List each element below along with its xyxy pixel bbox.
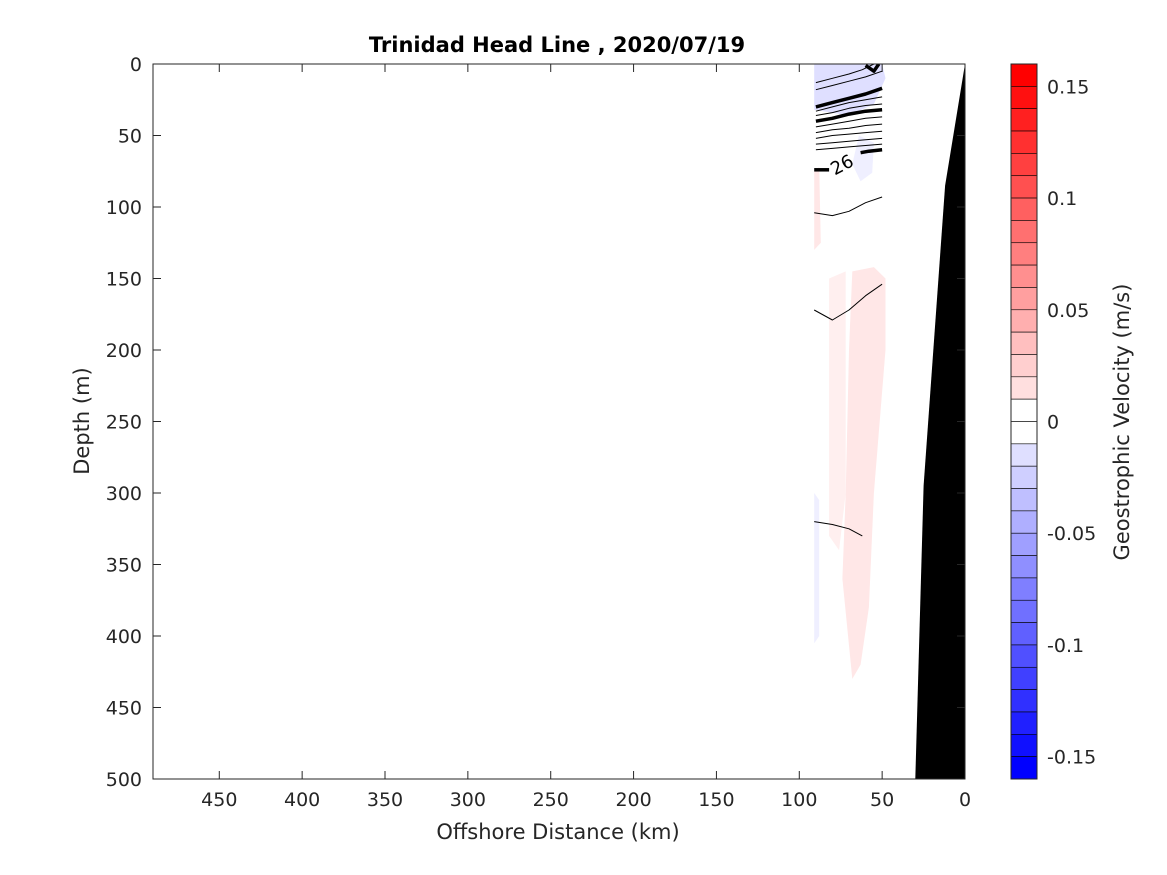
colorbar-segment: [1010, 689, 1038, 713]
colorbar-segment: [1010, 130, 1038, 154]
y-axis: 0 50 100 150 200 250 300 350 400 450 500: [106, 54, 965, 791]
colorbar-segment: [1010, 555, 1038, 579]
y-tick-label: 400: [106, 626, 142, 648]
colorbar-tick-label: 0: [1047, 412, 1059, 434]
density-contour: [814, 521, 863, 537]
colorbar-segment: [1010, 756, 1038, 780]
colorbar-segment: [1010, 599, 1038, 623]
y-tick-label: 350: [106, 555, 142, 577]
y-tick-label: 300: [106, 483, 142, 505]
seafloor: [915, 64, 965, 779]
colorbar-segment: [1010, 175, 1038, 199]
y-tick-label: 450: [106, 698, 142, 720]
y-tick-label: 100: [106, 197, 142, 219]
colorbar-segment: [1010, 287, 1038, 311]
colorbar-segment: [1010, 443, 1038, 467]
colorbar-segment: [1010, 309, 1038, 333]
colorbar-segment: [1010, 398, 1038, 422]
x-tick-label: 100: [781, 789, 817, 811]
colorbar-segment: [1010, 465, 1038, 489]
density-contour: [814, 196, 883, 217]
colorbar-segment: [1010, 153, 1038, 177]
colorbar: 0.15 0.1 0.05 0 -0.05 -0.1 -0.15: [1010, 63, 1096, 780]
colorbar-tick-label: -0.15: [1047, 747, 1096, 769]
density-contour: [815, 143, 883, 151]
colorbar-tick-label: 0.05: [1047, 300, 1089, 322]
y-tick-label: 200: [106, 340, 142, 362]
x-axis: 450 400 350 300 250 200 150 100 50 0: [201, 64, 971, 811]
y-tick-label: 0: [130, 54, 142, 76]
colorbar-tick-label: -0.05: [1047, 523, 1096, 545]
colorbar-tick-label: 0.1: [1047, 188, 1077, 210]
velocity-patch: [852, 135, 874, 182]
colorbar-segment: [1010, 734, 1038, 757]
colorbar-segment: [1010, 220, 1038, 244]
velocity-patch: [829, 271, 846, 551]
x-tick-label: 300: [450, 789, 486, 811]
colorbar-frame: [1010, 63, 1038, 780]
density-contour: [813, 283, 883, 321]
y-tick-label: 250: [106, 412, 142, 434]
x-tick-label: 450: [201, 789, 237, 811]
colorbar-segment: [1010, 86, 1038, 109]
density-contour: [864, 64, 881, 73]
colorbar-label: Geostrophic Velocity (m/s): [1110, 284, 1134, 561]
x-tick-label: 250: [533, 789, 569, 811]
colorbar-segment: [1010, 264, 1038, 288]
y-tick-label: 500: [106, 769, 142, 791]
colorbar-segment: [1010, 644, 1038, 668]
x-tick-label: 50: [870, 789, 894, 811]
velocity-patch: [814, 167, 821, 250]
x-tick-label: 150: [698, 789, 734, 811]
density-contour: [860, 148, 883, 155]
colorbar-segment: [1010, 666, 1038, 690]
density-contour: [815, 70, 883, 91]
density-contour: [815, 96, 883, 112]
colorbar-segment: [1010, 354, 1038, 378]
density-contour: [815, 130, 883, 139]
colorbar-tick-label: -0.1: [1047, 635, 1084, 657]
x-tick-label: 350: [367, 789, 403, 811]
density-contour: [815, 123, 883, 134]
colorbar-segment: [1010, 108, 1038, 132]
colorbar-tick-label: 0.15: [1047, 76, 1089, 98]
y-axis-label: Depth (m): [70, 367, 94, 474]
velocity-field: [814, 64, 886, 679]
colorbar-segment: [1010, 622, 1038, 646]
x-tick-label: 200: [615, 789, 651, 811]
colorbar-segment: [1010, 331, 1038, 355]
velocity-patch: [842, 267, 886, 679]
density-contour: [815, 137, 883, 145]
x-tick-label: 400: [284, 789, 320, 811]
chart-title: Trinidad Head Line , 2020/07/19: [369, 33, 745, 57]
colorbar-segment: [1010, 421, 1038, 445]
colorbar-segment: [1010, 376, 1038, 400]
colorbar-segment: [1010, 577, 1038, 601]
colorbar-segment: [1010, 488, 1038, 512]
bathymetry: [915, 64, 965, 779]
x-tick-label: 0: [959, 789, 971, 811]
velocity-patch: [814, 493, 820, 644]
colorbar-segment: [1010, 532, 1038, 556]
colorbar-segment: [1010, 510, 1038, 534]
x-axis-label: Offshore Distance (km): [436, 820, 679, 844]
colorbar-segment: [1010, 242, 1038, 266]
density-contour: [815, 116, 883, 128]
colorbar-segment: [1010, 711, 1038, 735]
colorbar-segment: [1010, 197, 1038, 221]
density-contour: [815, 108, 883, 123]
density-contour: [815, 86, 883, 109]
colorbar-segment: [1010, 63, 1038, 87]
density-contours: [813, 64, 883, 537]
y-tick-label: 150: [106, 269, 142, 291]
density-contour: [815, 103, 883, 116]
y-tick-label: 50: [118, 126, 142, 148]
